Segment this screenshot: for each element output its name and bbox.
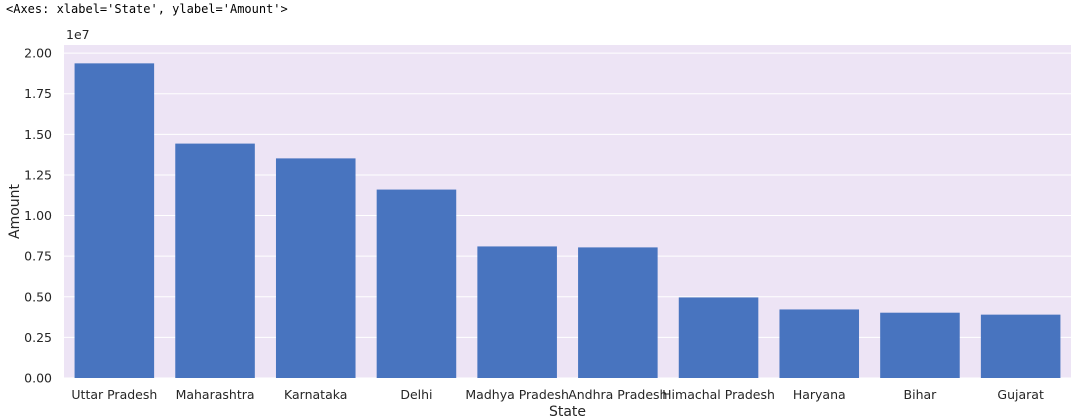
bar xyxy=(678,297,759,378)
bar xyxy=(880,312,960,378)
bar xyxy=(275,158,356,378)
y-tick-label: 0.75 xyxy=(24,249,52,264)
y-tick-label: 0.50 xyxy=(24,289,52,304)
x-tick-label: Gujarat xyxy=(997,387,1044,402)
bar xyxy=(376,189,457,378)
y-tick-label: 0.25 xyxy=(24,330,52,345)
y-axis-ticks: 0.00 0.25 0.50 0.75 1.00 1.25 1.50 1.75 2.00 xyxy=(24,46,52,386)
x-tick-label: Delhi xyxy=(400,387,432,402)
y-tick-label: 1.00 xyxy=(24,208,52,223)
y-tick-label: 1.50 xyxy=(24,127,52,142)
y-tick-label: 1.75 xyxy=(24,86,52,101)
x-tick-label: Karnataka xyxy=(284,387,347,402)
x-tick-label: Maharashtra xyxy=(176,387,255,402)
bar xyxy=(74,63,155,378)
x-tick-label: Bihar xyxy=(904,387,938,402)
x-tick-label: Madhya Pradesh xyxy=(465,387,569,402)
bar xyxy=(477,246,557,378)
x-tick-label: Andhra Pradesh xyxy=(568,387,667,402)
bar xyxy=(779,309,860,378)
y-tick-label: 1.25 xyxy=(24,167,52,182)
y-axis-label: Amount xyxy=(7,183,23,239)
x-tick-label: Uttar Pradesh xyxy=(71,387,157,402)
bar xyxy=(578,247,658,378)
x-tick-label: Himachal Pradesh xyxy=(662,387,775,402)
bars xyxy=(74,63,1061,378)
y-tick-label: 0.00 xyxy=(24,371,52,386)
y-tick-label: 2.00 xyxy=(24,46,52,61)
x-axis-ticks: Uttar Pradesh Maharashtra Karnataka Delhi Ma… xyxy=(71,387,1044,402)
x-axis-label: State xyxy=(549,404,586,420)
bar xyxy=(175,143,255,378)
y-axis-offset-label: 1e7 xyxy=(66,27,90,42)
bar xyxy=(980,314,1061,378)
cell-output-repr: <Axes: xlabel='State', ylabel='Amount'> xyxy=(6,2,288,16)
x-tick-label: Haryana xyxy=(793,387,846,402)
